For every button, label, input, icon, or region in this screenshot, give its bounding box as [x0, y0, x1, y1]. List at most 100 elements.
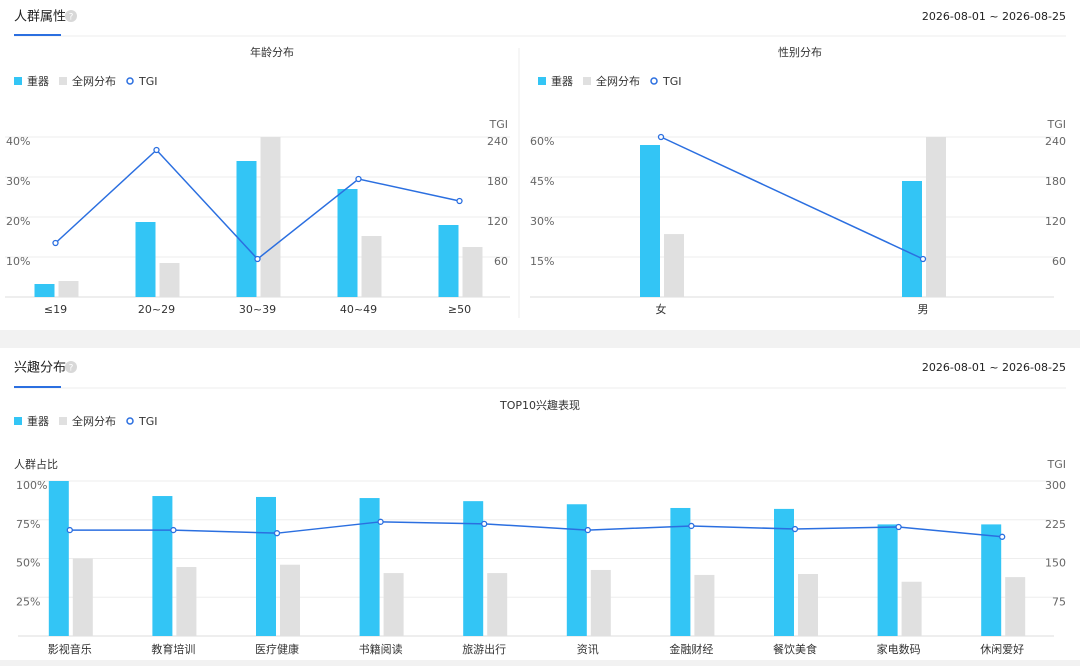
bar[interactable] — [256, 496, 276, 636]
tgi-marker[interactable] — [657, 133, 665, 141]
tgi-marker[interactable] — [895, 523, 902, 531]
y2-tick-label: 120 — [1045, 215, 1066, 228]
bar[interactable] — [487, 573, 508, 636]
bar[interactable] — [337, 189, 358, 297]
bar[interactable] — [926, 137, 946, 297]
bar[interactable] — [901, 581, 922, 636]
bar[interactable] — [176, 567, 197, 636]
tgi-marker[interactable] — [254, 255, 261, 263]
y-tick-label: 45% — [530, 175, 554, 188]
bar[interactable] — [159, 263, 180, 297]
legend-label[interactable]: TGI — [138, 415, 158, 428]
tgi-marker[interactable] — [999, 533, 1006, 540]
y-tick-label: 15% — [530, 255, 554, 268]
x-tick-label: 书籍阅读 — [359, 642, 403, 656]
legend-label[interactable]: 全网分布 — [72, 414, 116, 428]
tgi-marker[interactable] — [791, 525, 799, 533]
y-tick-label: 10% — [6, 255, 30, 268]
tgi-marker[interactable] — [688, 522, 695, 530]
tgi-line — [660, 136, 924, 260]
bar[interactable] — [981, 524, 1002, 636]
bar[interactable] — [902, 181, 922, 297]
bar[interactable] — [438, 225, 459, 297]
tgi-marker[interactable] — [273, 530, 281, 537]
bar[interactable] — [877, 524, 898, 636]
bar[interactable] — [260, 137, 281, 297]
bar[interactable] — [359, 498, 380, 636]
help-icon: ? — [69, 364, 74, 374]
x-tick-label: 40~49 — [340, 303, 377, 316]
help-icon: ? — [69, 13, 74, 23]
y2-tick-label: 60 — [1052, 255, 1066, 268]
bar[interactable] — [463, 501, 484, 636]
date-range[interactable]: 2026-08-01 ~ 2026-08-25 — [922, 361, 1066, 374]
bar[interactable] — [135, 222, 156, 297]
x-tick-label: ≤19 — [44, 303, 67, 316]
bar[interactable] — [34, 284, 55, 297]
bar[interactable] — [236, 161, 257, 297]
legend-label[interactable]: 重器 — [27, 414, 49, 428]
legend-marker — [126, 77, 134, 85]
legend-marker — [14, 417, 22, 425]
tgi-marker[interactable] — [377, 518, 384, 525]
help-icon[interactable] — [65, 10, 77, 22]
legend-marker — [126, 417, 134, 425]
x-tick-label: 女 — [656, 302, 667, 316]
legend-label[interactable]: TGI — [138, 75, 158, 88]
help-icon[interactable] — [65, 361, 77, 373]
tgi-marker[interactable] — [66, 526, 73, 534]
date-range[interactable]: 2026-08-01 ~ 2026-08-25 — [922, 10, 1066, 23]
bar[interactable] — [590, 569, 611, 636]
bar[interactable] — [566, 504, 587, 636]
bar[interactable] — [280, 564, 300, 636]
y-tick-label: 75% — [16, 518, 40, 531]
x-tick-label: 资讯 — [577, 643, 599, 656]
y2-tick-label: 75 — [1052, 595, 1066, 608]
bar[interactable] — [694, 574, 715, 636]
bar[interactable] — [640, 145, 660, 297]
tgi-marker[interactable] — [919, 255, 927, 263]
y2-axis-label: TGI — [1047, 458, 1067, 471]
y2-tick-label: 120 — [487, 215, 508, 228]
tgi-marker[interactable] — [481, 520, 488, 528]
bar[interactable] — [798, 574, 818, 636]
legend-marker — [538, 77, 546, 85]
section-title: 兴趣分布 — [14, 361, 66, 376]
bar[interactable] — [664, 234, 684, 297]
x-tick-label: 休闲爱好 — [980, 642, 1024, 656]
bar[interactable] — [670, 507, 691, 636]
bar[interactable] — [72, 558, 93, 637]
legend-label[interactable]: 重器 — [27, 74, 49, 88]
y-tick-label: 60% — [530, 135, 554, 148]
tgi-marker[interactable] — [153, 146, 160, 154]
tgi-marker[interactable] — [170, 526, 177, 534]
legend-marker — [650, 77, 658, 85]
bar[interactable] — [774, 508, 794, 636]
y-tick-label: 30% — [530, 215, 554, 228]
bar[interactable] — [58, 281, 79, 297]
legend-label[interactable]: 重器 — [551, 74, 573, 88]
legend-marker — [14, 77, 22, 85]
tgi-marker[interactable] — [584, 526, 591, 534]
bar[interactable] — [383, 573, 404, 636]
bar[interactable] — [48, 481, 69, 636]
x-tick-label: 家电数码 — [877, 642, 921, 656]
tgi-marker[interactable] — [52, 239, 59, 247]
bar[interactable] — [361, 236, 382, 297]
bar[interactable] — [152, 496, 173, 636]
bar[interactable] — [1005, 577, 1026, 636]
bar[interactable] — [462, 247, 483, 297]
y2-tick-label: 240 — [1045, 135, 1066, 148]
tgi-marker[interactable] — [355, 175, 362, 183]
legend-label[interactable]: 全网分布 — [72, 74, 116, 88]
x-tick-label: 医疗健康 — [255, 642, 299, 656]
legend-label[interactable]: 全网分布 — [596, 74, 640, 88]
tgi-marker[interactable] — [456, 197, 463, 205]
x-tick-label: 20~29 — [138, 303, 175, 316]
y2-tick-label: 150 — [1045, 557, 1066, 570]
chart-title: TOP10兴趣表现 — [499, 398, 580, 412]
legend-label[interactable]: TGI — [662, 75, 682, 88]
y-tick-label: 30% — [6, 175, 30, 188]
tgi-line — [69, 521, 1003, 538]
